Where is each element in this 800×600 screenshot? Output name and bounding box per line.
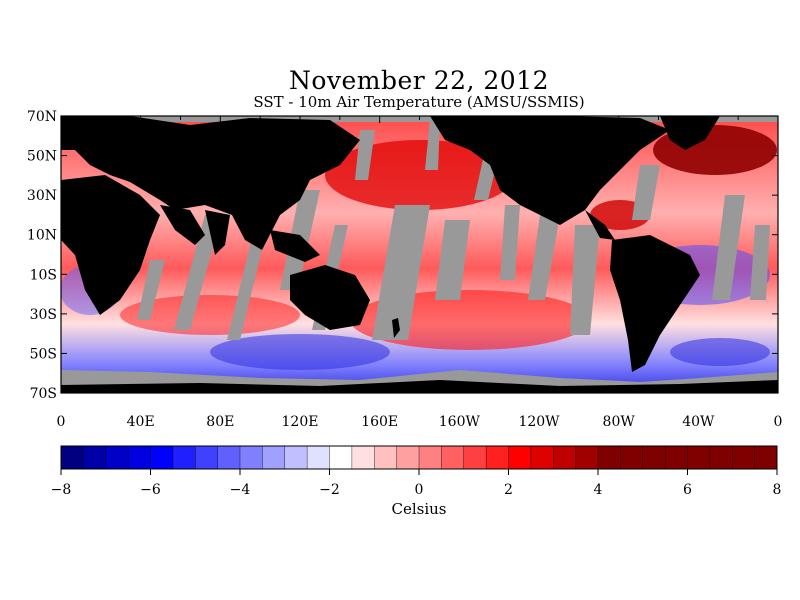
lon-label: 80E [206,414,234,430]
lat-label: 70N [27,109,57,125]
colorbar-bin [284,446,308,469]
lon-label: 40E [127,414,155,430]
colorbar-bin [642,446,666,469]
lat-label: 50N [27,149,57,165]
colorbar-unit-label: Celsius [391,500,447,518]
north-america-land [430,116,670,225]
colorbar-bin [732,446,756,469]
colorbar: −8 −6 −4 −2 0 2 4 6 8 [51,445,782,498]
colorbar-bin [665,446,688,469]
colorbar-tick-label: 0 [415,482,424,498]
lat-label: 10S [30,267,57,283]
colorbar-bin [553,446,577,469]
antarctica-land [61,380,778,393]
colorbar-bin [620,446,644,469]
colorbar-bin [575,446,599,469]
colorbar-bin [598,446,621,469]
colorbar-bin [150,446,174,469]
indonesia-land [270,230,320,262]
colorbar-bin [351,446,375,469]
colorbar-tick-label: 8 [773,482,782,498]
central-america-land [585,210,615,240]
colorbar-bin [463,446,487,469]
colorbar-tick-label: −8 [51,482,72,498]
colorbar-bin [709,446,733,469]
missing-data-swaths [137,120,770,340]
colorbar-bin [217,446,241,469]
colorbar-bin [105,446,129,469]
colorbar-bin [396,446,420,469]
colorbar-tick-label: −4 [230,482,251,498]
colorbar-bin [754,446,778,469]
colorbar-tick-label: 4 [594,482,603,498]
colorbar-bin [172,446,196,469]
colorbar-bin [195,446,219,469]
greenland-land [660,116,720,150]
australia-land [290,265,370,330]
colorbar-bin [83,446,107,469]
colorbar-bin [61,446,84,469]
colorbar-bin [441,446,465,469]
south-america-land [610,235,700,372]
lon-label: 40W [682,414,715,430]
colorbar-bin [128,446,151,469]
colorbar-bin [530,446,554,469]
north-pacific-warm-patch [325,140,515,210]
lon-label: 0 [57,414,66,430]
lon-label: 160E [361,414,398,430]
lon-label: 0 [774,414,783,430]
map-title: November 22, 2012 [288,66,550,95]
lon-label: 120W [518,414,560,430]
sst-field [61,116,778,393]
lat-label: 30N [27,188,57,204]
latitude-axis: 70N 50N 30N 10N 10S 30S 50S 70S [27,109,778,402]
lat-label: 30S [30,307,57,323]
colorbar-bin [486,446,509,469]
land-masses [61,116,778,393]
arabia-land [160,205,205,245]
lat-label: 50S [30,346,57,362]
lat-label: 10N [27,228,57,244]
eurasia-land [61,116,360,250]
india-land [205,210,230,255]
colorbar-tick-label: 6 [683,482,692,498]
southern-ocean-cool-patch [210,334,390,370]
new-zealand-land [392,318,400,338]
lon-label: 160W [439,414,481,430]
colorbar-tick-label: 2 [504,482,513,498]
colorbar-bin [419,446,442,469]
map-subtitle: SST - 10m Air Temperature (AMSU/SSMIS) [253,93,585,111]
lat-label: 70S [30,386,57,402]
colorbar-bin [307,446,330,469]
longitude-axis: 0 40E 80E 120E 160E 160W 120W 80W 40W 0 [57,116,783,430]
lon-label: 80W [603,414,636,430]
colorbar-bin [240,446,263,469]
colorbar-bin [508,446,532,469]
south-atlantic-cool-band [670,338,770,366]
colorbar-tick-label: −6 [140,482,161,498]
south-indian-warm-patch [120,295,300,335]
colorbar-bin [687,446,711,469]
colorbar-bin [329,446,353,469]
colorbar-bin [374,446,398,469]
colorbar-tick-label: −2 [319,482,340,498]
colorbar-bin [262,446,286,469]
africa-land [61,175,160,315]
lon-label: 120E [282,414,319,430]
